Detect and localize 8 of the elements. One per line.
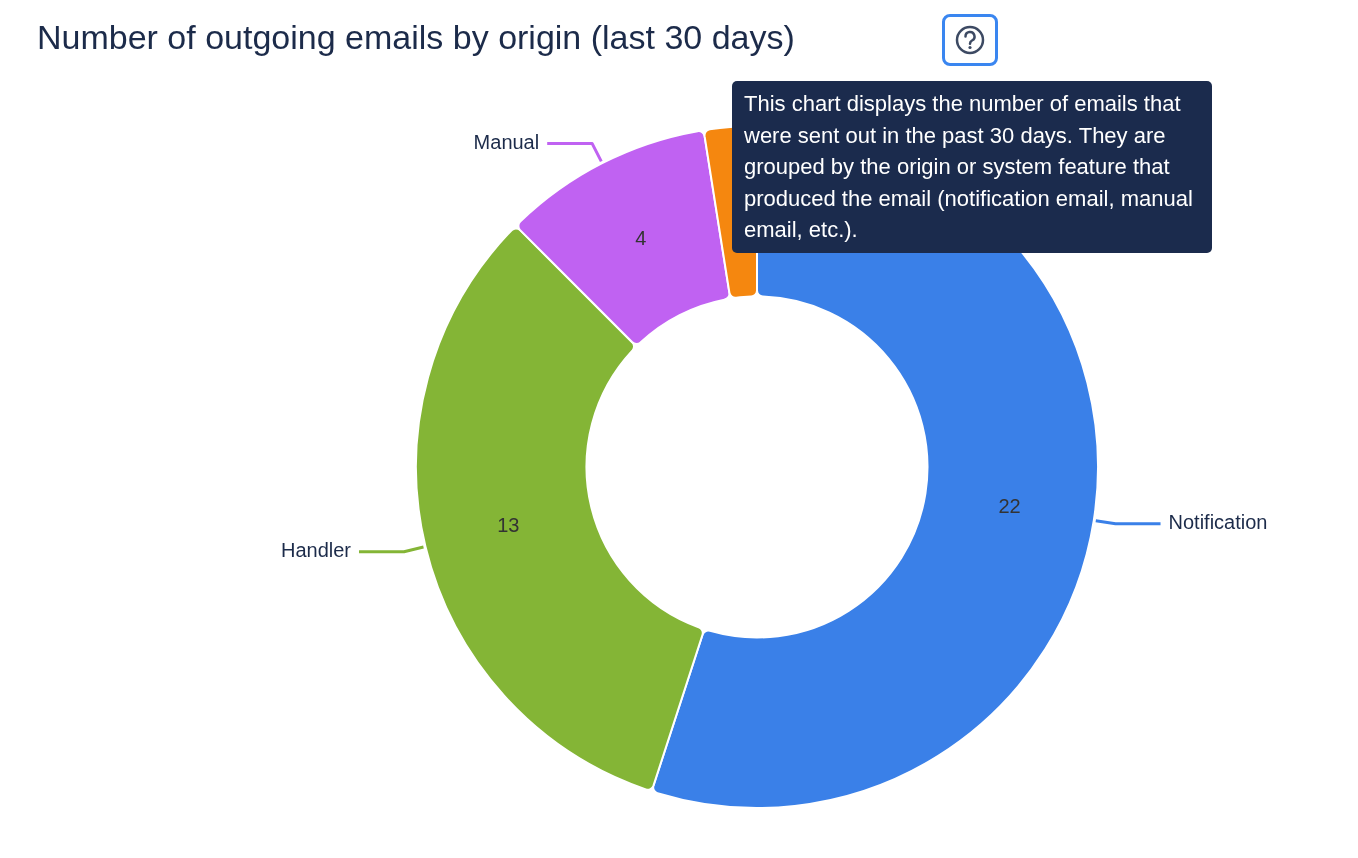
data-label: 13: [497, 514, 520, 537]
data-label: 4: [635, 226, 647, 249]
text: This chart displays the number of emails that were sent out in the past 30 days. They are grouped by the origin or system feature that produced the email (notification email, manual email, etc.).: [732, 81, 1212, 253]
slice-label: Manual: [473, 131, 540, 154]
data-label: 22: [998, 494, 1021, 517]
chart-title: Number of outgoing emails by origin (last 30 days): [37, 18, 795, 57]
slice-label: Handler: [280, 539, 352, 562]
slice-label: Notification: [1168, 511, 1268, 534]
